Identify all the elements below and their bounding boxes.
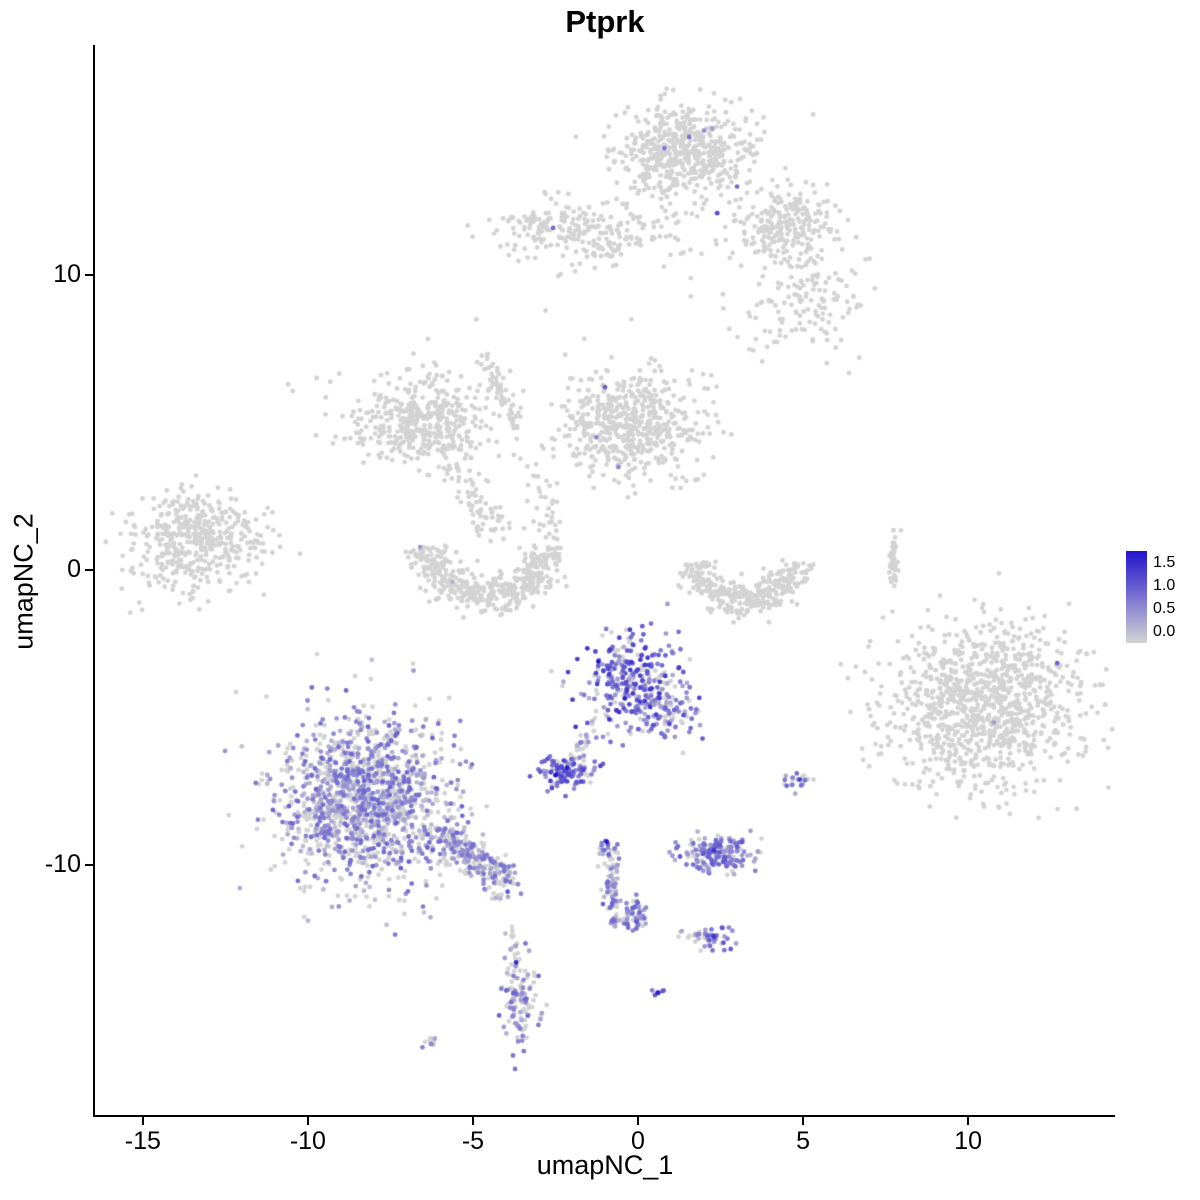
x-tick-label: -10 xyxy=(289,1127,326,1155)
legend-label: 0.0 xyxy=(1153,622,1176,640)
y-tick-mark xyxy=(85,274,93,277)
y-axis-title: umapNC_2 xyxy=(8,513,39,650)
y-tick-label: -10 xyxy=(44,850,81,879)
x-tick-mark xyxy=(141,1117,144,1125)
legend-gradient-bar xyxy=(1126,551,1147,643)
x-tick-mark xyxy=(967,1117,970,1125)
expression-legend: 1.5 1.0 0.5 0.0 xyxy=(1124,545,1200,655)
legend-label: 0.5 xyxy=(1153,599,1176,617)
y-tick-label: 0 xyxy=(67,555,81,584)
x-tick-label: -15 xyxy=(124,1127,161,1155)
legend-label: 1.0 xyxy=(1153,576,1176,594)
x-tick-mark xyxy=(306,1117,309,1125)
y-tick-mark xyxy=(85,864,93,867)
x-tick-label: -5 xyxy=(461,1127,485,1155)
x-tick-mark xyxy=(802,1117,805,1125)
x-axis-title: umapNC_1 xyxy=(536,1150,674,1180)
x-tick-label: 10 xyxy=(954,1127,982,1155)
x-tick-label: 5 xyxy=(796,1127,810,1155)
x-tick-label: 0 xyxy=(631,1127,645,1155)
x-tick-mark xyxy=(471,1117,474,1125)
legend-label: 1.5 xyxy=(1153,553,1176,571)
x-axis-line xyxy=(93,1115,1115,1117)
y-axis-line xyxy=(93,45,95,1117)
y-tick-mark xyxy=(85,569,93,572)
x-tick-mark xyxy=(637,1117,639,1125)
y-tick-label: 10 xyxy=(53,260,81,289)
